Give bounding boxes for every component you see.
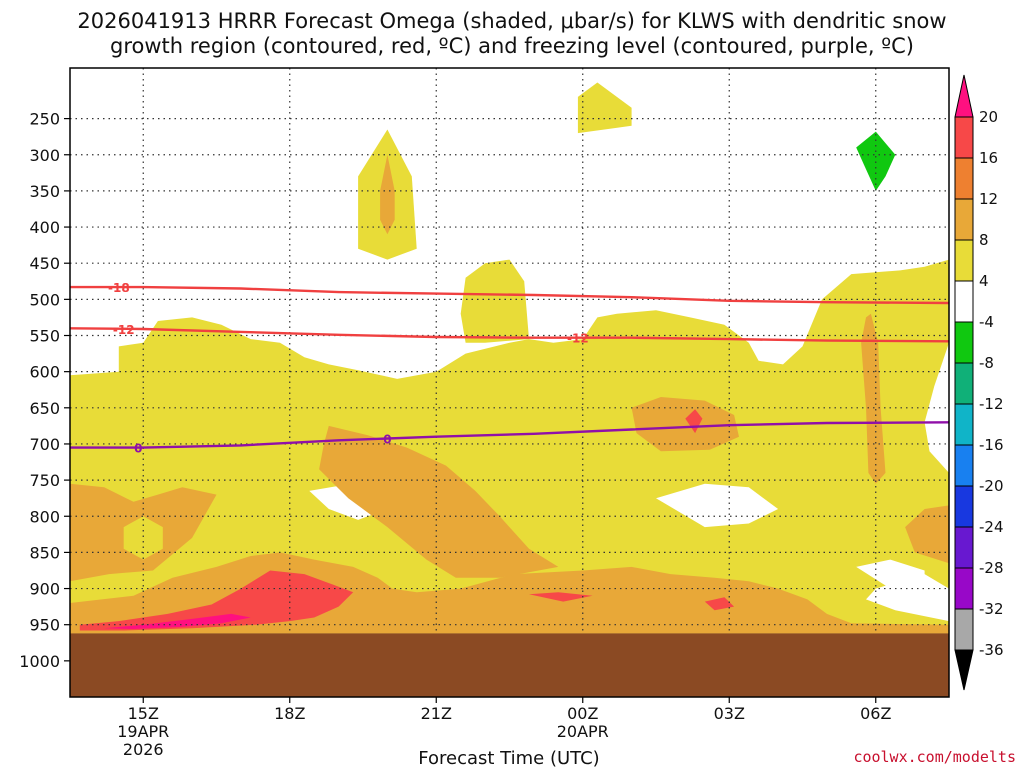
omega-region-red-20z-low [529,592,593,602]
contour-dgz-minus12 [70,327,949,343]
contour-lines: -18 -12 -12 0 0 [70,281,949,456]
omega-region-yellow-main [70,259,949,634]
x-tick-label-18Z: 18Z [274,704,305,723]
omega-region-yellow-250mb [577,82,632,134]
colorbar-box [954,239,974,282]
colorbar-box [954,403,974,446]
colorbar-label: -28 [979,559,1004,577]
omega-region-orange-spike [861,313,886,484]
y-tick-label-950: 950 [29,616,60,635]
colorbar-box [954,362,974,405]
contour-dgz-minus18 [70,285,949,305]
colorbar-box [954,280,974,323]
omega-region-green-300mb [856,131,896,191]
y-tick-label-800: 800 [29,507,60,526]
omega-region-orange-diagonal [319,425,559,578]
colorbar-box [954,444,974,487]
terrain-below-ground [70,633,949,697]
omega-region-white-hole-3 [856,559,925,589]
y-tick-label-300: 300 [29,146,60,165]
chart-title-line1: 2026041913 HRRR Forecast Omega (shaded, … [77,9,946,33]
colorbar-label: -16 [979,436,1004,454]
x-tick-year-15Z: 2026 [123,740,164,759]
colorbar-box [954,485,974,528]
colorbar-box [954,116,974,159]
colorbar-label: 16 [979,149,998,167]
contour-label-dgz-minus12: -12 [113,323,135,337]
colorbar-box [954,157,974,200]
colorbar-box [954,526,974,569]
chart-title-line2: growth region (contoured, red, ºC) and f… [110,34,914,58]
x-tick-label-00Z: 00Z [567,704,598,723]
colorbar-label: 12 [979,190,998,208]
contour-label-dgz-minus12: -12 [567,332,589,346]
y-tick-label-250: 250 [29,110,60,129]
x-tick-label-06Z: 06Z [860,704,891,723]
colorbar-box [954,567,974,610]
colorbar-label: -8 [979,354,994,372]
y-tick-label-1000: 1000 [19,652,60,671]
y-tick-label-850: 850 [29,543,60,562]
y-tick-label-550: 550 [29,327,60,346]
colorbar-label: -12 [979,395,1004,413]
plot-frame [69,67,950,698]
colorbar-label: -24 [979,518,1004,536]
y-tick-label-500: 500 [29,290,60,309]
omega-region-magenta-low [104,613,251,629]
colorbar: 20 16 12 8 4 -4 -8 -12 -16 -20 -24 -28 -32 -36 [954,74,1004,691]
contour-label-freezing-level-0: 0 [383,433,391,447]
omega-region-orange-left-bubble [123,516,163,560]
colorbar-label: 4 [979,272,989,290]
gridlines [70,68,949,634]
y-tick-label-350: 350 [29,182,60,201]
omega-region-red-spot-mid [685,409,703,434]
x-tick-label-21Z: 21Z [421,704,452,723]
omega-region-orange-mid-right [631,397,739,452]
x-tick-date-00Z: 20APR [557,722,609,741]
colorbar-box [954,198,974,241]
y-tick-label-900: 900 [29,580,60,599]
y-tick-label-600: 600 [29,363,60,382]
x-tick-label-15Z: 15Z [128,704,159,723]
omega-region-orange-350mb [380,154,395,235]
y-tick-label-400: 400 [29,218,60,237]
x-tick-date-15Z: 19APR [117,722,169,741]
colorbar-label: -4 [979,313,994,331]
omega-region-red-low [79,570,354,631]
colorbar-box [954,608,974,651]
contour-label-dgz-minus18: -18 [108,281,130,295]
omega-region-red-03z-low [704,597,735,611]
y-tick-label-700: 700 [29,435,60,454]
colorbar-label: -36 [979,641,1004,659]
colorbar-label: 20 [979,108,998,126]
plot-area [70,68,949,697]
y-tick-label-650: 650 [29,399,60,418]
colorbar-arrow-top [954,74,974,118]
credit-text: coolwx.com/modelts [853,748,1016,766]
omega-region-orange-white-right [924,342,949,473]
colorbar-arrow-bottom [954,649,974,691]
contour-label-freezing-level-0: 0 [134,442,142,456]
contour-freezing-level-0 [70,421,949,449]
colorbar-label: -32 [979,600,1004,618]
colorbar-box [954,321,974,364]
y-tick-label-750: 750 [29,471,60,490]
x-tick-label-03Z: 03Z [714,704,745,723]
y-axis: 250 300 350 400 450 500 550 600 650 700 750 800 850 9… [19,110,70,671]
omega-region-orange-right-edge [905,505,949,564]
colorbar-label: -20 [979,477,1004,495]
x-axis-title: Forecast Time (UTC) [418,748,599,768]
colorbar-label: 8 [979,231,989,249]
omega-region-yellow-upper-blob [460,259,529,343]
y-tick-label-450: 450 [29,254,60,273]
